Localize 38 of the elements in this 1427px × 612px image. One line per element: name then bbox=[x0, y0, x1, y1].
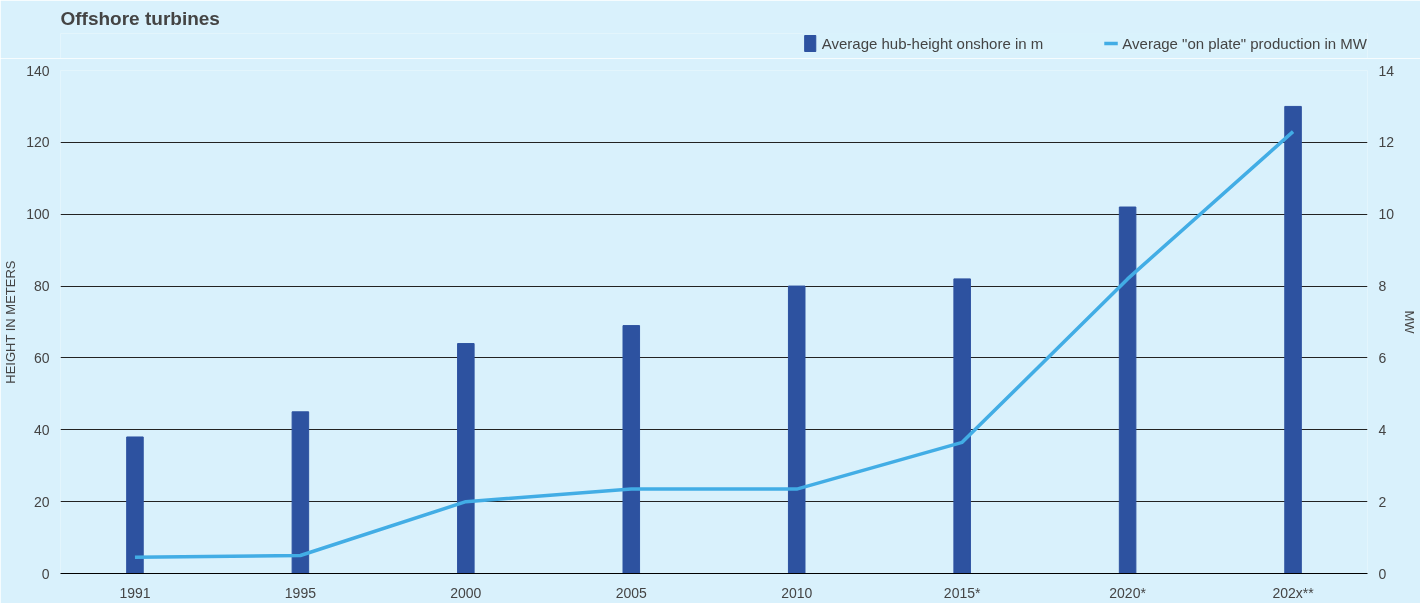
y2-axis-title: MW bbox=[1402, 310, 1418, 335]
y-tick-label: 20 bbox=[33, 493, 50, 510]
bar bbox=[787, 285, 806, 574]
bar bbox=[457, 343, 475, 574]
y2-tick-label: 12 bbox=[1378, 134, 1395, 151]
bar bbox=[291, 411, 310, 574]
x-tick-label: 2020* bbox=[1109, 584, 1147, 601]
y2-tick-label: 14 bbox=[1378, 62, 1395, 79]
y-tick-label: 40 bbox=[33, 421, 50, 438]
y2-tick-label: 10 bbox=[1378, 206, 1395, 223]
x-tick-label: 2015* bbox=[943, 584, 982, 601]
x-tick-label: 1995 bbox=[284, 584, 317, 601]
y2-tick-label: 8 bbox=[1378, 278, 1387, 295]
y-tick-label: 0 bbox=[41, 565, 50, 582]
x-tick-label: 2010 bbox=[781, 584, 813, 601]
line-series bbox=[133, 129, 1295, 560]
x-tick-label: 2000 bbox=[450, 584, 482, 601]
y2-tick-label: 6 bbox=[1378, 349, 1387, 366]
bar bbox=[126, 436, 144, 574]
bar bbox=[1284, 105, 1302, 574]
y2-tick-label: 0 bbox=[1378, 565, 1387, 582]
y-tick-label: 120 bbox=[26, 134, 50, 151]
y2-tick-label: 2 bbox=[1378, 493, 1387, 510]
y-tick-label: 100 bbox=[26, 206, 50, 223]
x-tick-label: 1991 bbox=[119, 584, 151, 601]
x-tick-label: 2005 bbox=[615, 584, 648, 601]
legend-label: Average "on plate" production in MW bbox=[1122, 34, 1367, 52]
x-tick-label: 202x** bbox=[1272, 584, 1315, 601]
bar bbox=[953, 278, 971, 574]
bar bbox=[1118, 206, 1137, 574]
legend-label: Average hub-height onshore in m bbox=[821, 34, 1044, 52]
y-axis-title: HEIGHT IN METERS bbox=[3, 260, 19, 384]
y-tick-label: 60 bbox=[33, 349, 50, 366]
y2-tick-label: 4 bbox=[1378, 421, 1387, 438]
chart-title: Offshore turbines bbox=[60, 7, 220, 29]
y-tick-label: 140 bbox=[26, 62, 50, 79]
bar bbox=[622, 325, 641, 574]
y-tick-label: 80 bbox=[33, 278, 50, 295]
